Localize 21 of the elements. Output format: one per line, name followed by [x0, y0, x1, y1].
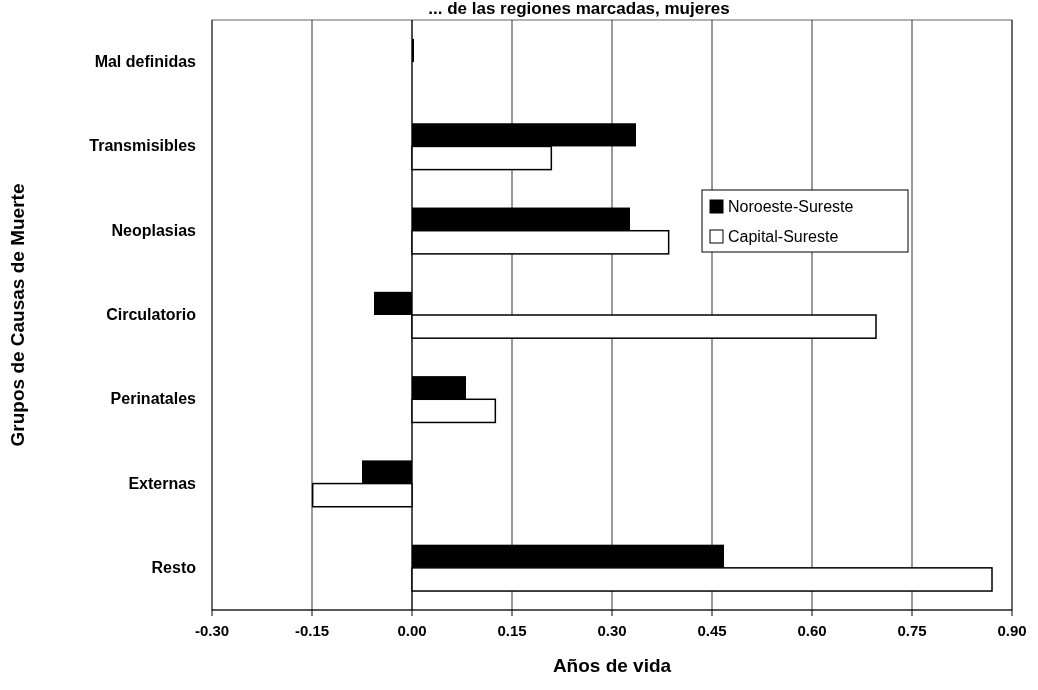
- y-tick-label: Mal definidas: [94, 53, 197, 71]
- x-tick-label: 0.75: [897, 622, 927, 639]
- x-tick-label: 0.15: [497, 622, 527, 639]
- x-tick-label: 0.60: [797, 622, 827, 639]
- x-tick-label: 0.45: [697, 622, 727, 639]
- legend-label: Capital-Sureste: [728, 228, 839, 245]
- x-tick-label: 0.30: [597, 622, 627, 639]
- y-tick-label: Circulatorio: [106, 306, 197, 323]
- y-tick-label: Externas: [128, 474, 197, 492]
- x-tick-label: 0.00: [397, 622, 427, 639]
- y-tick-label: Neoplasias: [111, 221, 197, 239]
- x-tick-label: -0.30: [194, 622, 230, 639]
- legend-label: Noroeste-Sureste: [728, 198, 854, 215]
- x-tick-label: 0.90: [997, 622, 1027, 639]
- chart-title: ... de las regiones marcadas, mujeres: [428, 0, 730, 18]
- y-tick-label: Perinatales: [110, 390, 197, 408]
- y-tick-label: Transmisibles: [89, 137, 197, 155]
- x-axis-title: Años de vida: [552, 655, 672, 676]
- x-tick-label: -0.15: [294, 622, 330, 639]
- y-axis-title: Grupos de Causas de Muerte: [7, 183, 28, 447]
- y-tick-label: Resto: [151, 558, 197, 576]
